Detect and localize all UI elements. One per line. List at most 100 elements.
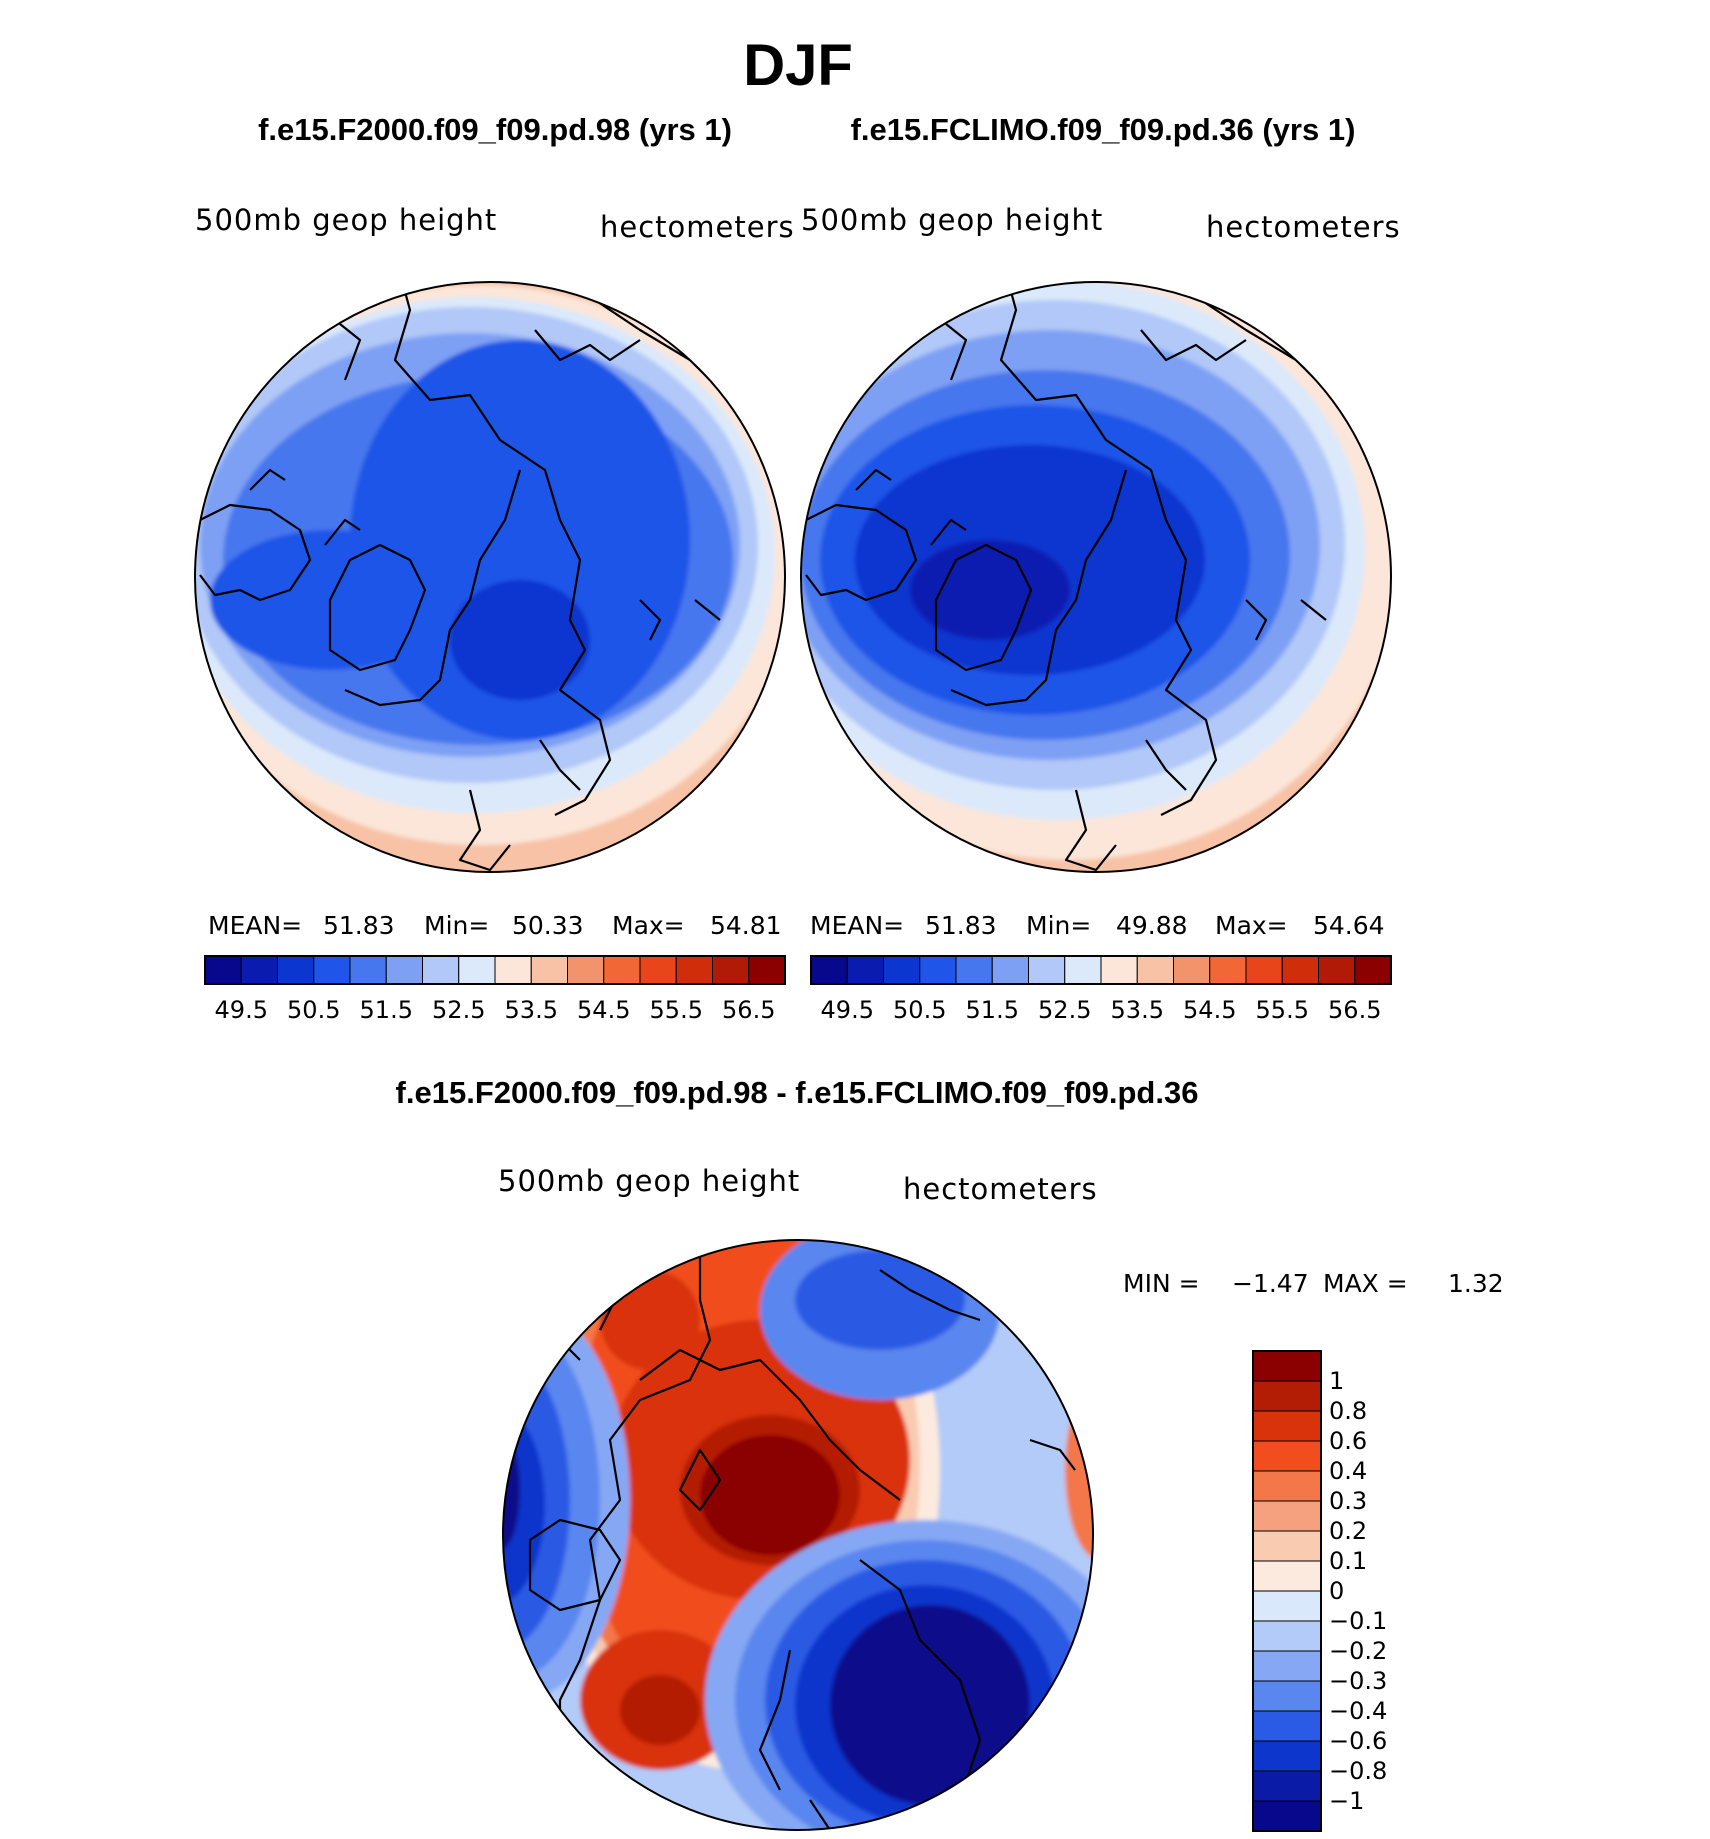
colorbar-swatch (1252, 1440, 1322, 1472)
colorbar-tick-label: 49.5 (821, 996, 874, 1024)
panel3-field-band (503, 1405, 545, 1605)
colorbar-tick-label: 1 (1329, 1367, 1344, 1395)
panel1-coastline (639, 599, 721, 641)
colorbar-swatch (1064, 955, 1102, 985)
panel3-coastline (528, 1518, 622, 1612)
panel2-min-value: 49.88 (1116, 911, 1188, 940)
panel2-right-label: hectometers (1206, 210, 1401, 244)
panel1-coastline (199, 503, 312, 602)
panel3-field-band (1065, 1380, 1093, 1560)
colorbar-tick-label: 55.5 (1256, 996, 1309, 1024)
colorbar-swatch (1100, 955, 1138, 985)
colorbar-tick-label: 49.5 (215, 996, 268, 1024)
colorbar-tick-label: 53.5 (505, 996, 558, 1024)
panel3-field-band (830, 1605, 1030, 1805)
colorbar-swatch (1252, 1800, 1322, 1832)
panel3-coastline (639, 1348, 901, 1501)
panel3-coastline (859, 1559, 982, 1801)
colorbar-tick-label: 55.5 (650, 996, 703, 1024)
colorbar-tick-label: 54.5 (1183, 996, 1236, 1024)
colorbar-swatch (1252, 1470, 1322, 1502)
colorbar-swatch (1252, 1530, 1322, 1562)
colorbar-tick-label: 50.5 (287, 996, 340, 1024)
colorbar-swatch (1252, 1680, 1322, 1712)
panel2-map-outline (800, 281, 1392, 873)
panel1-left-label: 500mb geop height (195, 203, 497, 237)
panel1-title: f.e15.F2000.f09_f09.pd.98 (yrs 1) (258, 112, 732, 147)
colorbar-swatch (349, 955, 387, 985)
figure-title: DJF (743, 33, 853, 98)
diff-title: f.e15.F2000.f09_f09.pd.98 - f.e15.FCLIMO… (396, 1075, 1199, 1110)
colorbar-tick-label: 0.8 (1329, 1397, 1367, 1425)
panel1-min-label: Min= (424, 911, 489, 940)
panel2-coastline (999, 282, 1218, 816)
colorbar-swatch (530, 955, 568, 985)
panel3-coastline (879, 1269, 981, 1322)
colorbar-tick-label: 0.1 (1329, 1547, 1367, 1575)
colorbar-swatch (1252, 1380, 1322, 1412)
colorbar-swatch (1252, 1590, 1322, 1622)
colorbar-tick-label: 52.5 (432, 996, 485, 1024)
colorbar-swatch (1252, 1650, 1322, 1682)
colorbar-frame (1252, 1350, 1322, 1832)
panel3-coastline (558, 1240, 712, 1760)
colorbar-swatch (1252, 1620, 1322, 1652)
panel2-coastline (855, 468, 967, 546)
colorbar-tick-label: −0.1 (1329, 1607, 1387, 1635)
colorbar-swatch (1252, 1740, 1322, 1772)
panel1-mean-label: MEAN= (208, 911, 302, 940)
panel2-colorbar: 49.5 50.5 51.5 52.5 53.5 54.5 55.5 56.5 (810, 955, 1392, 1024)
panel1-coastline (539, 739, 581, 791)
panel1-colorbar: 49.5 50.5 51.5 52.5 53.5 54.5 55.5 56.5 (204, 955, 786, 1024)
colorbar-tick-label: −0.4 (1329, 1697, 1387, 1725)
panel1-coastline (458, 789, 511, 872)
colorbar-swatch (846, 955, 884, 985)
panel2-coastline (934, 543, 1033, 672)
colorbar-swatch (385, 955, 423, 985)
panel3-field-band (620, 1675, 700, 1745)
panel2-mean-value: 51.83 (925, 911, 997, 940)
colorbar-tick-label: 56.5 (722, 996, 775, 1024)
colorbar-swatch (1028, 955, 1066, 985)
panel1-min-value: 50.33 (512, 911, 584, 940)
colorbar-swatch (639, 955, 677, 985)
colorbar-tick-label: 53.5 (1111, 996, 1164, 1024)
panel1-map-outline (194, 281, 786, 873)
panel3-right-label: hectometers (903, 1172, 1098, 1206)
colorbar-swatch (955, 955, 993, 985)
panel3-colorbar: 10.80.60.40.30.20.10−0.1−0.2−0.3−0.4−0.6… (1252, 1350, 1387, 1832)
colorbar-swatch (748, 955, 786, 985)
colorbar-tick-label: 51.5 (360, 996, 413, 1024)
panel2-coastline (1145, 739, 1187, 791)
colorbar-swatch (1252, 1560, 1322, 1592)
colorbar-swatch (567, 955, 605, 985)
colorbar-tick-label: 0.3 (1329, 1487, 1367, 1515)
colorbar-frame (204, 955, 786, 985)
colorbar-tick-label: 0.6 (1329, 1427, 1367, 1455)
colorbar-swatch (603, 955, 641, 985)
colorbar-tick-label: −0.3 (1329, 1667, 1387, 1695)
panel2-min-label: Min= (1026, 911, 1091, 940)
panel3-field-band (503, 1430, 520, 1550)
colorbar-swatch (1136, 955, 1174, 985)
colorbar-swatch (675, 955, 713, 985)
panel2-max-value: 54.64 (1313, 911, 1385, 940)
colorbar-swatch (240, 955, 278, 985)
panel2-field-band (910, 540, 1070, 640)
panel2-coastline (950, 469, 1128, 707)
colorbar-tick-label: −0.2 (1329, 1637, 1387, 1665)
colorbar-swatch (1209, 955, 1247, 985)
colorbar-swatch (1173, 955, 1211, 985)
colorbar-tick-label: 51.5 (966, 996, 1019, 1024)
panel3-max-value: 1.32 (1448, 1269, 1504, 1298)
colorbar-tick-label: 0.2 (1329, 1517, 1367, 1545)
colorbar-swatch (313, 955, 351, 985)
panel2-coastline (1140, 329, 1247, 362)
colorbar-swatch (991, 955, 1029, 985)
colorbar-tick-label: −0.8 (1329, 1757, 1387, 1785)
panel3-coastline (1029, 1438, 1076, 1471)
panel3-field-band (795, 1250, 965, 1350)
panel1-coastline (344, 469, 522, 707)
panel3-min-label: MIN = (1123, 1269, 1200, 1298)
